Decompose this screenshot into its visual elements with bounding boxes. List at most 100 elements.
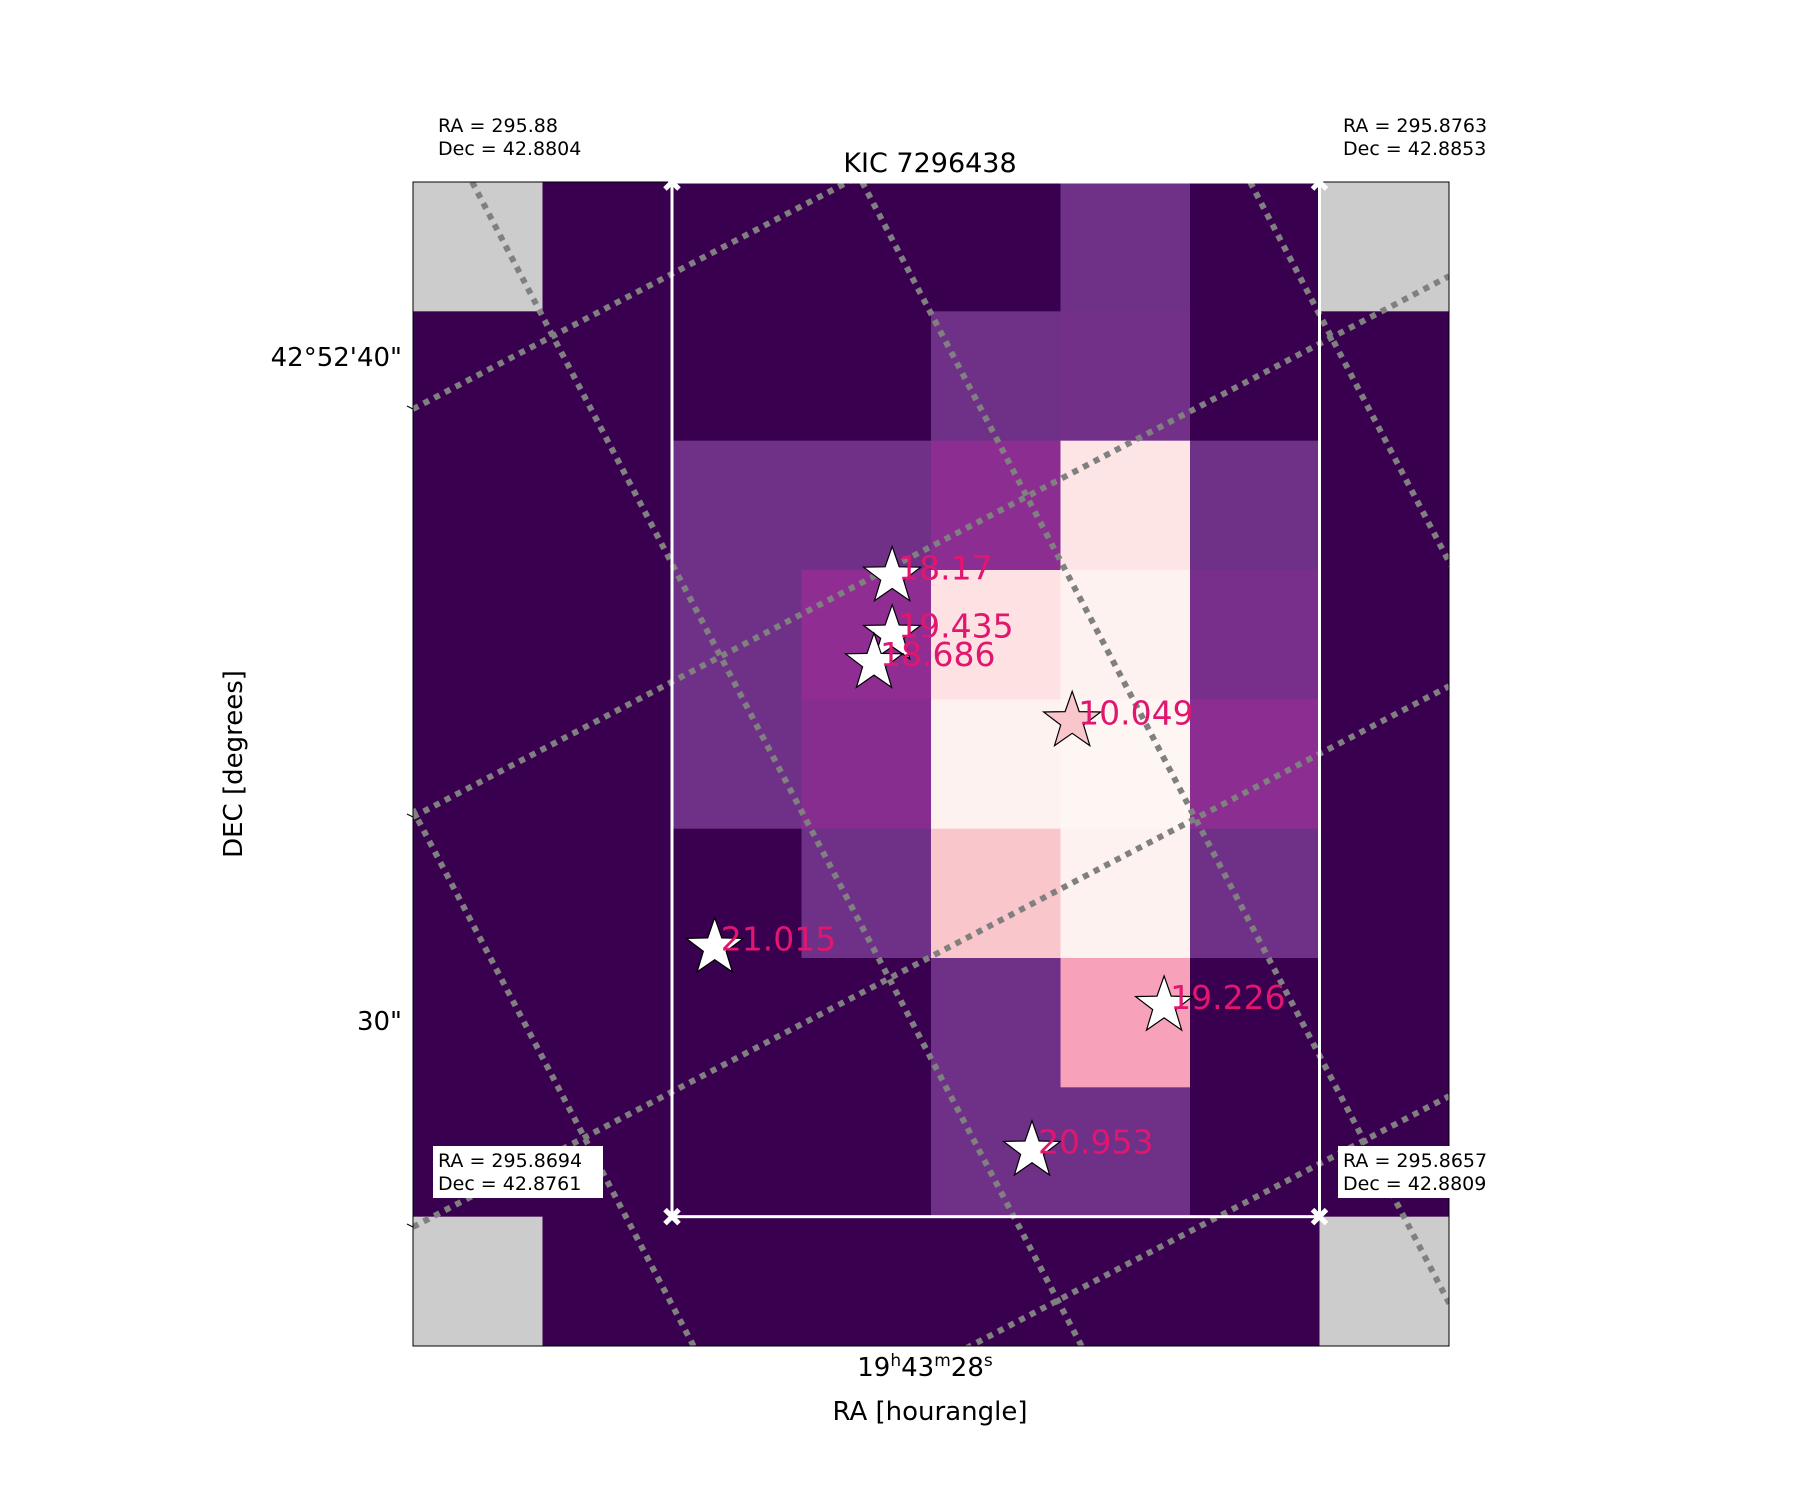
pixel-cell xyxy=(801,182,932,312)
y-tick-mark xyxy=(406,1223,414,1228)
pixel-cell xyxy=(413,828,543,959)
pixel-cell xyxy=(801,699,932,830)
x-tick-label: 19h43m28s xyxy=(857,1351,993,1383)
aperture-outline xyxy=(663,173,1329,1226)
star-magnitude-label: 21.015 xyxy=(721,920,836,959)
star-magnitude-label: 19.226 xyxy=(1170,978,1285,1017)
pixel-cell xyxy=(672,570,802,700)
pixel-cell xyxy=(1190,958,1320,1088)
svg-text:RA = 295.8763: RA = 295.8763 xyxy=(1343,115,1487,137)
ra-grid-line xyxy=(1640,182,1800,1500)
pixel-cell xyxy=(801,1087,932,1218)
pixel-cell xyxy=(931,182,1061,312)
pixel-cell xyxy=(672,440,802,571)
pixel-cell xyxy=(931,311,1061,442)
dec-grid-line xyxy=(963,1093,1449,1346)
pixel-cell xyxy=(1190,182,1320,312)
star-marker xyxy=(843,631,905,689)
star-magnitude-label: 10.049 xyxy=(1078,693,1193,732)
pixel-cell xyxy=(801,440,932,571)
pixel-cell xyxy=(542,958,673,1088)
dec-grid-line xyxy=(413,182,855,412)
dec-grid-line xyxy=(413,683,1449,1230)
pixel-cell xyxy=(1319,440,1450,571)
ra-grid-line xyxy=(0,182,196,1500)
pixel-cell xyxy=(672,311,802,442)
y-tick-mark xyxy=(406,405,414,410)
pixel-cell xyxy=(1060,570,1191,700)
pixel-cell xyxy=(542,570,673,700)
pixel-cell xyxy=(931,828,1061,959)
star-marker xyxy=(1041,689,1103,748)
star-marker xyxy=(861,602,923,661)
svg-text:RA = 295.88: RA = 295.88 xyxy=(438,115,558,137)
star-marker xyxy=(861,544,923,603)
chart-title: KIC 7296438 xyxy=(843,148,1016,179)
y-tick-label: 30" xyxy=(357,1007,402,1037)
corner-label-top-right: RA = 295.8763 Dec = 42.8853 xyxy=(1343,115,1487,160)
pixel-cell xyxy=(1319,1216,1450,1347)
y-tick-mark xyxy=(406,813,414,818)
pixel-cell xyxy=(413,440,543,571)
pixel-cell xyxy=(413,958,543,1088)
pixel-cell xyxy=(801,828,932,959)
pixel-grid xyxy=(413,182,1450,1347)
pixel-cell xyxy=(413,570,543,700)
pixel-cell xyxy=(672,1216,802,1347)
pixel-cell xyxy=(542,1216,673,1347)
svg-text:Dec = 42.8853: Dec = 42.8853 xyxy=(1343,138,1486,160)
pixel-cell xyxy=(1319,570,1450,700)
aperture-rect xyxy=(670,180,1321,1219)
pixel-cell xyxy=(1060,1216,1191,1347)
star-magnitude-label: 19.435 xyxy=(898,607,1013,646)
pixel-cell xyxy=(672,182,802,312)
star-marker xyxy=(684,915,746,974)
pixel-cell xyxy=(1190,440,1320,571)
pixel-cell xyxy=(542,828,673,959)
pixel-cell xyxy=(1319,828,1450,959)
pixel-cell xyxy=(413,1216,543,1347)
pixel-cell xyxy=(542,440,673,571)
dec-grid-line xyxy=(413,273,1449,820)
pixel-cell xyxy=(931,440,1061,571)
x-axis-title: RA [hourangle] xyxy=(832,1397,1027,1427)
svg-text:RA = 295.8694: RA = 295.8694 xyxy=(438,1150,582,1172)
svg-text:Dec = 42.8761: Dec = 42.8761 xyxy=(438,1173,581,1195)
pixel-cell xyxy=(1060,958,1191,1088)
pixel-cell xyxy=(542,182,673,312)
pixel-cell xyxy=(801,1216,932,1347)
svg-text:Dec = 42.8809: Dec = 42.8809 xyxy=(1343,1173,1486,1195)
svg-text:Dec = 42.8804: Dec = 42.8804 xyxy=(438,138,581,160)
pixel-cell xyxy=(542,699,673,830)
pixel-cell xyxy=(672,958,802,1088)
pixel-cell xyxy=(931,958,1061,1088)
star-marker xyxy=(1133,974,1195,1032)
pixel-cell xyxy=(931,570,1061,700)
pixel-cell xyxy=(931,1216,1061,1347)
pixel-cell xyxy=(1319,958,1450,1088)
pixel-cell xyxy=(931,699,1061,830)
star-magnitude-label: 18.686 xyxy=(880,635,995,674)
pixel-cell xyxy=(801,311,932,442)
corner-marker xyxy=(1310,173,1329,191)
pixel-cell xyxy=(413,182,543,312)
pixel-cell xyxy=(1060,1087,1191,1218)
pixel-cell xyxy=(1060,828,1191,959)
pixel-cell xyxy=(1190,570,1320,700)
pixel-cell xyxy=(1190,1216,1320,1347)
pixel-cell xyxy=(672,1087,802,1218)
corner-marker xyxy=(663,1207,681,1226)
y-tick-label: 42°52'40" xyxy=(271,343,402,373)
corner-label-bottom-right: RA = 295.8657 Dec = 42.8809 xyxy=(1338,1146,1508,1198)
pixel-cell xyxy=(1319,182,1450,312)
corner-label-bottom-left: RA = 295.8694 Dec = 42.8761 xyxy=(433,1146,603,1198)
pixel-cell xyxy=(1060,440,1191,571)
pixel-cell xyxy=(672,828,802,959)
corner-marker xyxy=(1310,1207,1329,1226)
star-magnitude-label: 18.17 xyxy=(898,548,992,587)
y-axis-title: DEC [degrees] xyxy=(219,670,249,858)
